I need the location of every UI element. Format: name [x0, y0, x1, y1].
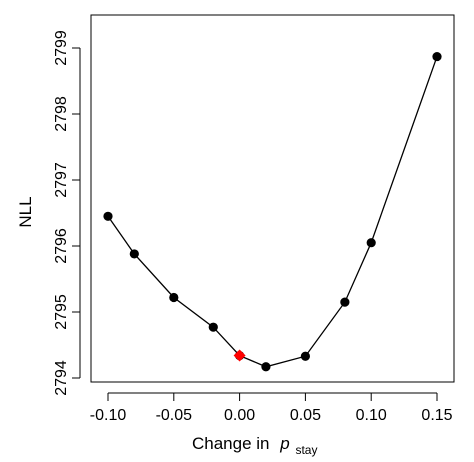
data-point: [366, 238, 376, 248]
y-tick-label: 2796: [53, 228, 70, 264]
series-layer: [103, 51, 442, 372]
x-axis-title-text: Change in: [192, 434, 270, 453]
data-point: [340, 297, 350, 307]
series-line: [107, 56, 438, 368]
data-point: [300, 351, 310, 361]
y-axis-title: NLL: [16, 196, 35, 227]
plot-frame: [90, 14, 455, 383]
y-tick-label: 2797: [53, 162, 70, 198]
data-point: [103, 211, 113, 221]
highlight-point: [233, 349, 246, 362]
x-axis-title: Change in p stay: [192, 434, 317, 457]
y-axis: 2794 2795 2796 2797 2798 2799: [53, 30, 81, 396]
x-axis: -0.10 -0.05 0.00 0.05 0.10 0.15: [90, 392, 453, 424]
data-point: [169, 292, 179, 303]
data-point: [129, 249, 139, 259]
y-tick-label: 2799: [53, 30, 70, 66]
x-tick-label: 0.10: [356, 407, 387, 424]
data-point: [261, 362, 271, 372]
data-point: [208, 322, 218, 332]
y-tick-label: 2794: [53, 360, 70, 396]
x-tick-label: 0.15: [421, 407, 452, 424]
data-point: [432, 51, 442, 62]
x-tick-label: -0.10: [90, 407, 127, 424]
x-axis-title-symbol: p: [279, 434, 289, 453]
x-tick-label: 0.05: [290, 407, 321, 424]
y-tick-label: 2795: [53, 294, 70, 330]
y-tick-label: 2798: [53, 96, 70, 132]
x-tick-label: 0.00: [224, 407, 255, 424]
x-tick-label: -0.05: [156, 407, 193, 424]
x-axis-title-subscript: stay: [295, 443, 317, 457]
